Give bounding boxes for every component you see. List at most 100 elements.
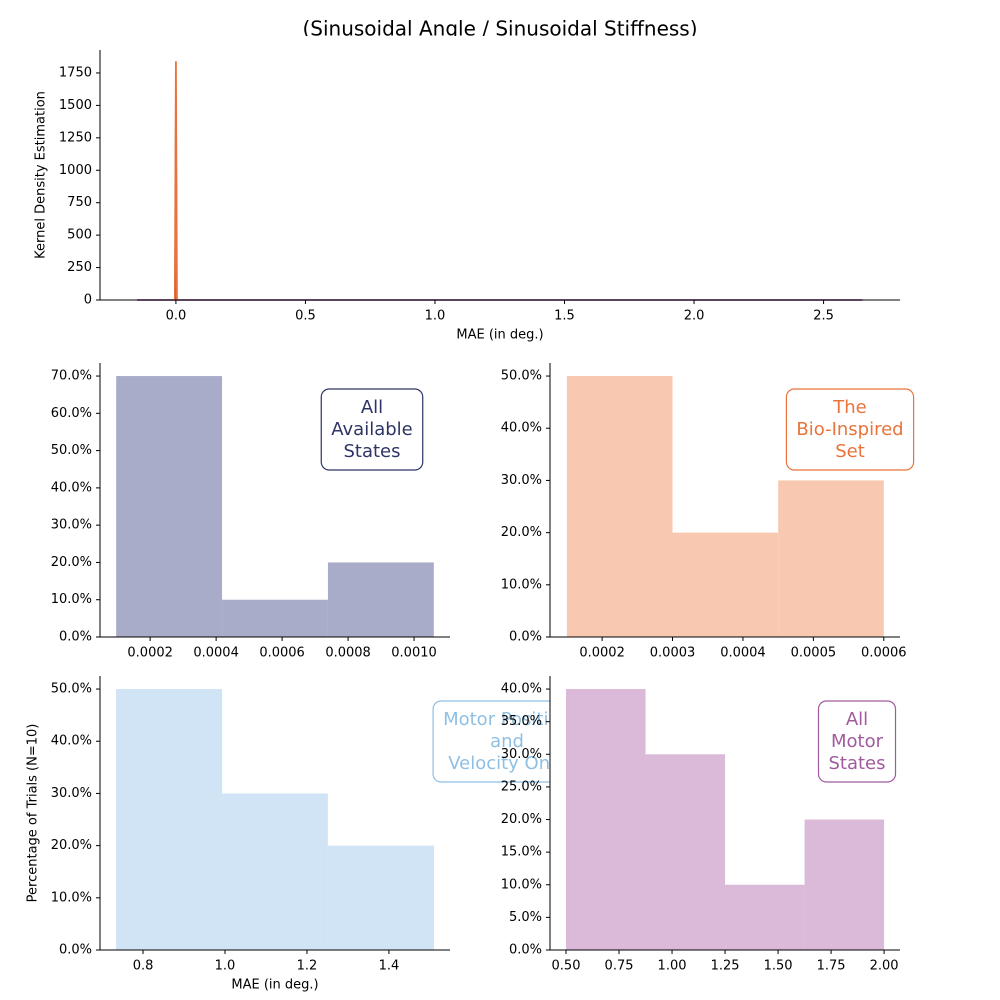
x-tick-label: 0.0003 <box>650 646 696 661</box>
histogram-bar <box>566 689 646 950</box>
y-axis-label: Percentage of Trials (N=10) <box>26 724 41 903</box>
y-tick-label: 15.0% <box>501 845 542 860</box>
y-tick-label: 40.0% <box>51 734 92 749</box>
y-tick-label: 20.0% <box>51 555 92 570</box>
x-tick-label: 1.4 <box>379 959 400 974</box>
annotation-text: Motor <box>831 731 884 752</box>
y-tick-label: 0.0% <box>509 630 542 645</box>
x-tick-label: 1.25 <box>711 959 740 974</box>
annotation-text: States <box>828 753 885 774</box>
x-tick-label: 0.0006 <box>861 646 907 661</box>
y-tick-label: 25.0% <box>501 779 542 794</box>
annotation-text: Bio-Inspired <box>796 419 903 440</box>
annotation-box <box>320 388 424 471</box>
x-tick-label: 0.0 <box>166 309 187 324</box>
y-tick-label: 30.0% <box>51 518 92 533</box>
histogram-bar <box>672 532 779 637</box>
annotation-text: Motor Position <box>443 709 571 730</box>
x-tick-label: 0.0004 <box>193 646 239 661</box>
y-tick-label: 30.0% <box>501 747 542 762</box>
x-tick-label: 0.75 <box>605 959 634 974</box>
annotation-box <box>785 388 915 471</box>
histogram-bar <box>222 793 328 950</box>
y-tick-label: 40.0% <box>51 480 92 495</box>
histogram-bar <box>778 480 884 637</box>
x-tick-label: 0.0010 <box>391 646 437 661</box>
y-tick-label: 60.0% <box>51 406 92 421</box>
x-tick-label: 1.50 <box>764 959 793 974</box>
x-tick-label: 0.0002 <box>579 646 625 661</box>
x-axis-label: MAE (in deg.) <box>456 328 543 343</box>
x-tick-label: 1.75 <box>817 959 846 974</box>
y-tick-label: 70.0% <box>51 369 92 384</box>
y-tick-label: 1250 <box>59 130 92 145</box>
annotation-text: The <box>832 397 866 418</box>
y-tick-label: 20.0% <box>501 525 542 540</box>
x-tick-label: 1.0 <box>215 959 236 974</box>
y-tick-label: 40.0% <box>501 682 542 697</box>
y-tick-label: 10.0% <box>51 592 92 607</box>
annotation-text: Set <box>835 441 865 462</box>
x-tick-label: 0.0004 <box>720 646 766 661</box>
annotation-text: All <box>361 397 383 418</box>
y-tick-label: 0.0% <box>59 630 92 645</box>
x-tick-label: 1.5 <box>554 309 575 324</box>
y-tick-label: 35.0% <box>501 714 542 729</box>
histogram-bar <box>222 599 328 637</box>
y-tick-label: 10.0% <box>51 890 92 905</box>
y-tick-label: 50.0% <box>51 682 92 697</box>
y-tick-label: 20.0% <box>51 838 92 853</box>
x-tick-label: 0.8 <box>133 959 154 974</box>
x-tick-label: 0.5 <box>295 309 316 324</box>
histogram-bar <box>327 845 435 950</box>
x-tick-label: 0.0008 <box>325 646 371 661</box>
x-tick-label: 0.0002 <box>127 646 173 661</box>
histogram-bar <box>566 376 673 637</box>
y-tick-label: 30.0% <box>501 473 542 488</box>
y-tick-label: 30.0% <box>51 786 92 801</box>
histogram-bar <box>725 884 805 950</box>
y-tick-label: 250 <box>67 260 92 275</box>
histogram-bar <box>116 376 223 637</box>
y-tick-label: 1000 <box>59 163 92 178</box>
annotation-text: Available <box>331 419 412 440</box>
y-tick-label: 10.0% <box>501 577 542 592</box>
x-tick-label: 0.0005 <box>791 646 837 661</box>
y-tick-label: 0.0% <box>59 943 92 958</box>
x-tick-label: 2.0 <box>684 309 705 324</box>
x-axis-label: MAE (in deg.) <box>231 978 318 993</box>
x-tick-label: 1.00 <box>658 959 687 974</box>
x-tick-label: 2.5 <box>813 309 834 324</box>
y-tick-label: 10.0% <box>501 877 542 892</box>
y-tick-label: 50.0% <box>501 369 542 384</box>
x-tick-label: 1.2 <box>297 959 318 974</box>
y-tick-label: 0 <box>84 293 92 308</box>
x-tick-label: 0.50 <box>552 959 581 974</box>
y-tick-label: 0.0% <box>509 943 542 958</box>
y-tick-label: 20.0% <box>501 812 542 827</box>
y-tick-label: 750 <box>67 195 92 210</box>
x-tick-label: 1.0 <box>425 309 446 324</box>
annotation-text: States <box>343 441 400 462</box>
y-tick-label: 500 <box>67 228 92 243</box>
kde-line <box>173 61 178 301</box>
x-tick-label: 2.00 <box>870 959 899 974</box>
y-axis-label: Kernel Density Estimation <box>34 91 49 259</box>
x-tick-label: 0.0006 <box>259 646 305 661</box>
histogram-bar <box>645 754 726 950</box>
annotation-text: Velocity Only <box>448 753 566 774</box>
histogram-bar <box>804 819 885 950</box>
axes-background <box>100 36 920 336</box>
histogram-bar <box>327 562 434 637</box>
y-tick-label: 50.0% <box>51 443 92 458</box>
histogram-bar <box>115 689 223 950</box>
y-tick-label: 1750 <box>59 65 92 80</box>
annotation-text: All <box>846 709 868 730</box>
y-tick-label: 40.0% <box>501 421 542 436</box>
annotation-box <box>817 700 897 783</box>
